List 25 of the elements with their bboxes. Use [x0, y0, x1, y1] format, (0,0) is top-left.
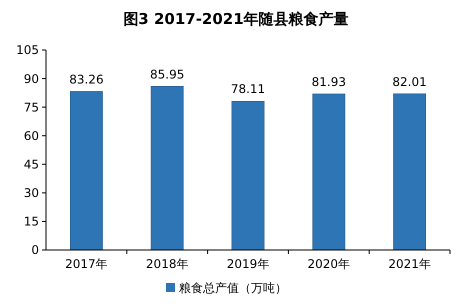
y-tick-label: 15 — [24, 214, 39, 229]
y-tick-label: 90 — [24, 72, 39, 86]
data-label: 85.95 — [150, 67, 184, 82]
x-tick-label: 2017年 — [65, 257, 108, 271]
y-tick-label: 30 — [24, 186, 39, 200]
y-tick-label: 75 — [24, 100, 39, 114]
chart-title: 图3 2017-2021年随县粮食产量 — [123, 10, 349, 28]
bar — [70, 91, 103, 250]
y-tick-label: 105 — [16, 43, 39, 58]
data-label: 78.11 — [230, 82, 266, 96]
y-tick-label: 45 — [24, 157, 39, 172]
y-tick-label: 0 — [31, 243, 39, 258]
data-label: 82.01 — [392, 74, 427, 89]
y-tick-label: 60 — [24, 128, 39, 143]
legend-label: 粮食总产值（万吨） — [179, 281, 287, 296]
x-tick-label: 2020年 — [308, 257, 350, 271]
bar — [232, 100, 264, 250]
data-label: 81.93 — [312, 74, 346, 89]
x-tick-label: 2019年 — [226, 257, 270, 271]
bar — [393, 94, 426, 250]
bar — [150, 86, 184, 250]
x-tick-label: 2021年 — [388, 257, 431, 271]
x-tick-label: 2018年 — [146, 257, 188, 271]
data-label: 83.26 — [69, 72, 104, 86]
bar — [312, 94, 346, 250]
